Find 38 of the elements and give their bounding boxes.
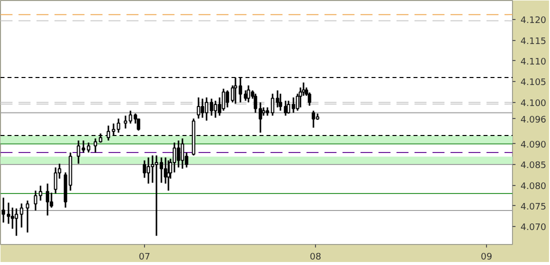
candlestick xyxy=(86,142,90,154)
y-tick-label: 4.085 xyxy=(520,161,546,172)
candlestick xyxy=(278,92,282,112)
candlestick xyxy=(196,96,200,120)
y-tick-label: 4.105 xyxy=(520,78,546,88)
candlestick xyxy=(10,206,14,230)
candlestick xyxy=(298,86,302,108)
candlestick xyxy=(116,118,120,134)
y-tick-label: 4.120 xyxy=(520,16,547,26)
y-tick-label: 4.100 xyxy=(520,98,547,109)
candlestick xyxy=(244,90,248,102)
y-tick-label: 4.075 xyxy=(520,202,546,212)
y-tick-label: 4.090 xyxy=(520,140,547,150)
candlestick xyxy=(2,196,6,224)
candlestick xyxy=(54,166,58,194)
candlestick xyxy=(200,98,204,118)
candlestick xyxy=(94,138,98,154)
candlestick xyxy=(284,100,288,116)
candlestick xyxy=(46,182,50,216)
candlestick xyxy=(312,110,316,128)
y-tick-label: 4.110 xyxy=(520,57,547,68)
x-tick-label: 07 xyxy=(138,252,150,262)
candlestick xyxy=(308,92,312,106)
candlestick xyxy=(226,90,230,108)
candlestick xyxy=(124,114,128,130)
candlestick xyxy=(146,156,150,184)
candlestick xyxy=(20,202,24,228)
y-tick-label: 4.096 xyxy=(520,115,547,126)
candlestick xyxy=(136,118,140,132)
y-tick-label: 4.070 xyxy=(520,223,547,234)
x-tick-label: 09 xyxy=(480,252,493,262)
y-tick-label: 4.080 xyxy=(520,182,547,192)
x-tick-label: 08 xyxy=(310,252,322,262)
candlestick xyxy=(14,208,18,237)
candlestick xyxy=(176,140,180,168)
candlestick xyxy=(26,200,30,234)
candlestick xyxy=(6,202,10,225)
y-tick-label: 4.115 xyxy=(520,36,546,47)
